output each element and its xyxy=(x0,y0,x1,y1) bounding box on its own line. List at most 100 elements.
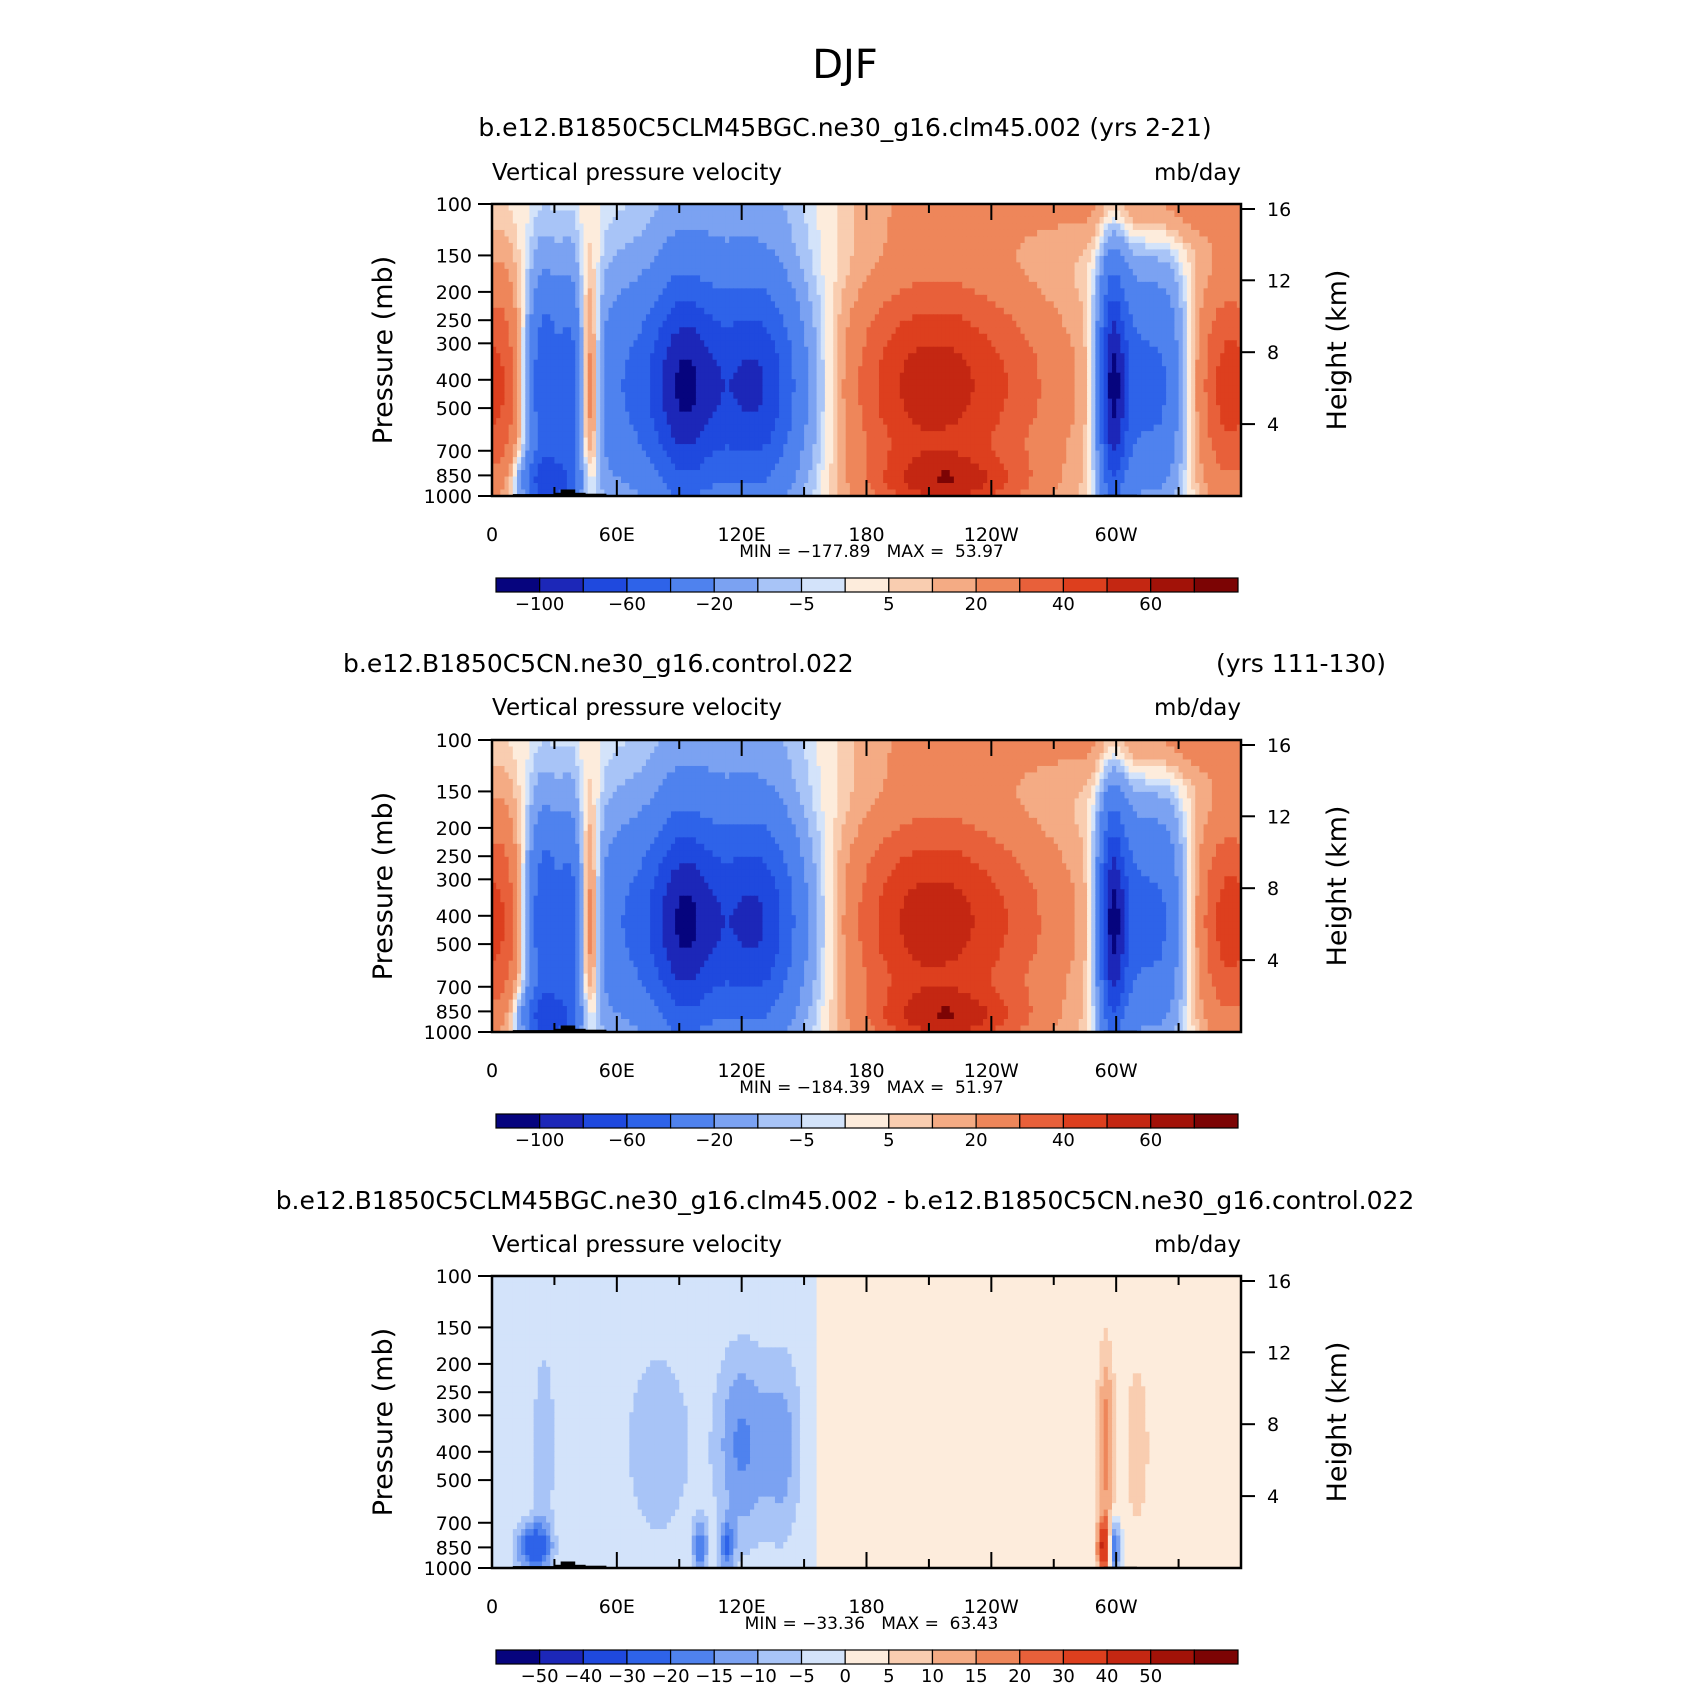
heatmap-cell xyxy=(1224,210,1229,217)
heatmap-cell xyxy=(883,249,888,256)
heatmap-cell xyxy=(1116,223,1121,230)
heatmap-cell xyxy=(1199,223,1204,230)
heatmap-cell xyxy=(929,262,934,269)
heatmap-cell xyxy=(1195,249,1200,256)
heatmap-cell xyxy=(654,217,659,224)
heatmap-cell xyxy=(742,256,747,263)
heatmap-cell xyxy=(1154,236,1159,243)
heatmap-cell xyxy=(1212,256,1217,263)
heatmap-cell xyxy=(554,262,559,269)
heatmap-cell xyxy=(1145,243,1150,250)
heatmap-cell xyxy=(842,262,847,269)
heatmap-cell xyxy=(854,210,859,217)
heatmap-cell xyxy=(825,249,830,256)
heatmap-cell xyxy=(1145,210,1150,217)
heatmap-cell xyxy=(658,230,663,237)
heatmap-cell xyxy=(808,262,813,269)
heatmap-cell xyxy=(563,256,568,263)
heatmap-cell xyxy=(1174,217,1179,224)
heatmap-cell xyxy=(867,230,872,237)
heatmap-cell xyxy=(717,262,722,269)
heatmap-cell xyxy=(929,223,934,230)
heatmap-cell xyxy=(1083,243,1088,250)
heatmap-cell xyxy=(1037,210,1042,217)
heatmap-cell xyxy=(804,243,809,250)
heatmap-cell xyxy=(787,223,792,230)
heatmap-cell xyxy=(613,230,618,237)
heatmap-cell xyxy=(1229,217,1234,224)
heatmap-cell xyxy=(546,230,551,237)
heatmap-cell xyxy=(792,249,797,256)
heatmap-cell xyxy=(584,210,589,217)
heatmap-cell xyxy=(650,243,655,250)
heatmap-cell xyxy=(900,262,905,269)
heatmap-cell xyxy=(1075,256,1080,263)
heatmap-cell xyxy=(713,230,718,237)
heatmap-cell xyxy=(500,223,505,230)
heatmap-cell xyxy=(1229,256,1234,263)
heatmap-cell xyxy=(509,256,514,263)
heatmap-cell xyxy=(1141,262,1146,269)
heatmap-cell xyxy=(1016,262,1021,269)
heatmap-cell xyxy=(975,236,980,243)
heatmap-cell xyxy=(679,249,684,256)
heatmap-cell xyxy=(946,210,951,217)
heatmap-cell xyxy=(550,217,555,224)
heatmap-cell xyxy=(525,269,530,276)
heatmap-cell xyxy=(1083,236,1088,243)
heatmap-cell xyxy=(1133,223,1138,230)
heatmap-cell xyxy=(837,223,842,230)
heatmap-cell xyxy=(1191,223,1196,230)
heatmap-cell xyxy=(542,230,547,237)
heatmap-cell xyxy=(658,243,663,250)
heatmap-cell xyxy=(887,262,892,269)
heatmap-cell xyxy=(525,243,530,250)
heatmap-cell xyxy=(696,230,701,237)
heatmap-cell xyxy=(750,256,755,263)
heatmap-cell xyxy=(1145,230,1150,237)
heatmap-cell xyxy=(1124,256,1129,263)
heatmap-cell xyxy=(496,223,501,230)
heatmap-cell xyxy=(758,210,763,217)
heatmap-cell xyxy=(1037,223,1042,230)
heatmap-cell xyxy=(941,223,946,230)
heatmap-cell xyxy=(1149,230,1154,237)
heatmap-cell xyxy=(584,249,589,256)
heatmap-cell xyxy=(584,230,589,237)
heatmap-cell xyxy=(837,210,842,217)
heatmap-cell xyxy=(1066,223,1071,230)
heatmap-cell xyxy=(1183,249,1188,256)
heatmap-cell xyxy=(1208,217,1213,224)
heatmap-cell xyxy=(604,223,609,230)
heatmap-cell xyxy=(987,249,992,256)
heatmap-cell xyxy=(571,217,576,224)
heatmap-cell xyxy=(1212,262,1217,269)
heatmap-cell xyxy=(1008,256,1013,263)
heatmap-cell xyxy=(717,243,722,250)
heatmap-cell xyxy=(842,217,847,224)
heatmap-cell xyxy=(1079,230,1084,237)
heatmap-cell xyxy=(800,256,805,263)
heatmap-cell xyxy=(1083,230,1088,237)
heatmap-cell xyxy=(871,262,876,269)
heatmap-cell xyxy=(654,210,659,217)
heatmap-cell xyxy=(912,223,917,230)
heatmap-cell xyxy=(1050,217,1055,224)
heatmap-cell xyxy=(721,269,726,276)
heatmap-cell xyxy=(717,249,722,256)
heatmap-cell xyxy=(862,236,867,243)
chart-title: b.e12.B1850C5CLM45BGC.ne30_g16.clm45.002… xyxy=(478,113,1211,142)
heatmap-cell xyxy=(633,256,638,263)
heatmap-cell xyxy=(783,256,788,263)
heatmap-cell xyxy=(808,223,813,230)
heatmap-cell xyxy=(854,256,859,263)
heatmap-cell xyxy=(604,210,609,217)
heatmap-cell xyxy=(1158,217,1163,224)
heatmap-cell xyxy=(692,223,697,230)
heatmap-cell xyxy=(563,243,568,250)
heatmap-cell xyxy=(692,236,697,243)
heatmap-cell xyxy=(621,243,626,250)
heatmap-cell xyxy=(754,243,759,250)
heatmap-cell xyxy=(1045,236,1050,243)
heatmap-cell xyxy=(713,236,718,243)
